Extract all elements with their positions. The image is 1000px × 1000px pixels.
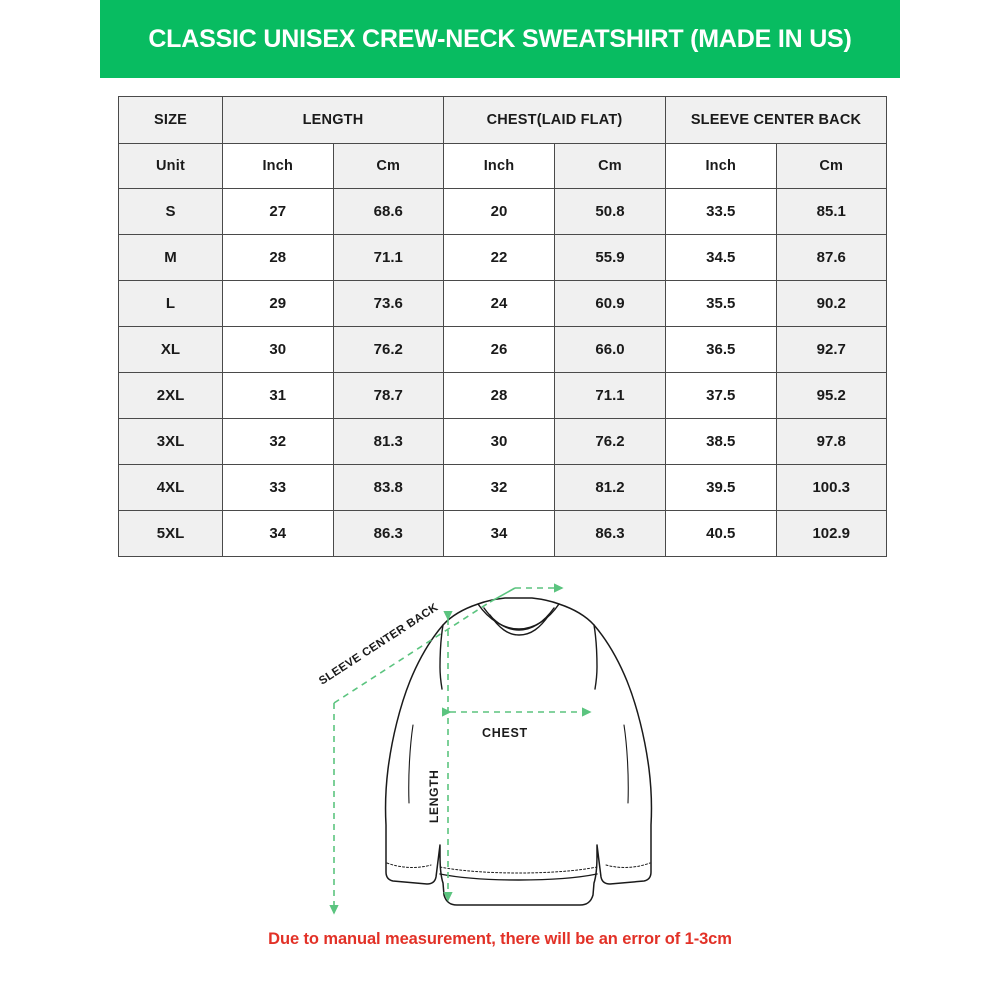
cell-sleeve-inch: 39.5 <box>665 464 777 511</box>
cell-length-inch: 30 <box>222 326 334 373</box>
cell-chest-cm: 86.3 <box>554 510 666 557</box>
cell-chest-cm: 66.0 <box>554 326 666 373</box>
cell-length-inch: 31 <box>222 372 334 419</box>
table-row: L 29 73.6 24 60.9 35.5 90.2 <box>118 280 887 327</box>
header-banner: CLASSIC UNISEX CREW-NECK SWEATSHIRT (MAD… <box>100 0 900 78</box>
cell-size: S <box>118 188 223 235</box>
table-row: S 27 68.6 20 50.8 33.5 85.1 <box>118 188 887 235</box>
cell-length-inch: 28 <box>222 234 334 281</box>
cell-size: 4XL <box>118 464 223 511</box>
column-header-sleeve-cm: Cm <box>775 143 887 189</box>
cell-chest-cm: 60.9 <box>554 280 666 327</box>
column-group-chest: CHEST(LAID FLAT) <box>443 96 666 144</box>
cell-size: 5XL <box>118 510 223 557</box>
cell-chest-cm: 81.2 <box>554 464 666 511</box>
table-row: 4XL 33 83.8 32 81.2 39.5 100.3 <box>118 464 887 511</box>
cell-sleeve-inch: 34.5 <box>665 234 777 281</box>
cell-length-inch: 33 <box>222 464 334 511</box>
cell-chest-cm: 50.8 <box>554 188 666 235</box>
column-group-size: SIZE <box>118 96 223 144</box>
cell-chest-cm: 55.9 <box>554 234 666 281</box>
table-body: S 27 68.6 20 50.8 33.5 85.1 M 28 71.1 22… <box>118 188 887 557</box>
table-row: 2XL 31 78.7 28 71.1 37.5 95.2 <box>118 372 887 419</box>
cell-sleeve-inch: 35.5 <box>665 280 777 327</box>
cell-chest-cm: 76.2 <box>554 418 666 465</box>
sleeve-diagonal-guide <box>333 601 491 704</box>
cell-sleeve-cm: 90.2 <box>775 280 887 327</box>
cell-sleeve-inch: 38.5 <box>665 418 777 465</box>
cell-length-cm: 73.6 <box>332 280 444 327</box>
cell-size: L <box>118 280 223 327</box>
column-header-sleeve-inch: Inch <box>665 143 777 189</box>
cell-length-cm: 71.1 <box>332 234 444 281</box>
cell-length-inch: 34 <box>222 510 334 557</box>
cell-length-inch: 27 <box>222 188 334 235</box>
cell-length-cm: 76.2 <box>332 326 444 373</box>
chest-label: CHEST <box>482 726 528 740</box>
cell-sleeve-cm: 87.6 <box>775 234 887 281</box>
size-chart-table-wrapper: SIZE LENGTH CHEST(LAID FLAT) SLEEVE CENT… <box>118 96 887 557</box>
cell-chest-inch: 28 <box>443 372 555 419</box>
size-chart-table: SIZE LENGTH CHEST(LAID FLAT) SLEEVE CENT… <box>118 96 887 557</box>
cell-length-cm: 86.3 <box>332 510 444 557</box>
cell-chest-inch: 34 <box>443 510 555 557</box>
cell-chest-inch: 24 <box>443 280 555 327</box>
cell-sleeve-inch: 33.5 <box>665 188 777 235</box>
cell-length-cm: 68.6 <box>332 188 444 235</box>
cell-sleeve-cm: 95.2 <box>775 372 887 419</box>
cell-sleeve-inch: 37.5 <box>665 372 777 419</box>
cell-size: 3XL <box>118 418 223 465</box>
cell-chest-inch: 32 <box>443 464 555 511</box>
cell-length-cm: 78.7 <box>332 372 444 419</box>
column-header-length-inch: Inch <box>222 143 334 189</box>
cell-size: M <box>118 234 223 281</box>
column-header-length-cm: Cm <box>332 143 444 189</box>
cell-sleeve-cm: 97.8 <box>775 418 887 465</box>
sweatshirt-outline <box>384 597 653 906</box>
column-header-chest-cm: Cm <box>554 143 666 189</box>
cell-chest-inch: 20 <box>443 188 555 235</box>
cell-chest-inch: 30 <box>443 418 555 465</box>
table-group-header-row: SIZE LENGTH CHEST(LAID FLAT) SLEEVE CENT… <box>118 96 887 144</box>
sleeve-top-arrow-line <box>489 587 516 603</box>
table-unit-header-row: Unit Inch Cm Inch Cm Inch Cm <box>118 143 887 189</box>
cell-size: 2XL <box>118 372 223 419</box>
table-row: 3XL 32 81.3 30 76.2 38.5 97.8 <box>118 418 887 465</box>
cell-sleeve-cm: 85.1 <box>775 188 887 235</box>
table-row: M 28 71.1 22 55.9 34.5 87.6 <box>118 234 887 281</box>
table-row: 5XL 34 86.3 34 86.3 40.5 102.9 <box>118 510 887 557</box>
column-header-unit: Unit <box>118 143 223 189</box>
cell-sleeve-inch: 36.5 <box>665 326 777 373</box>
column-group-sleeve: SLEEVE CENTER BACK <box>665 96 887 144</box>
cell-sleeve-cm: 92.7 <box>775 326 887 373</box>
length-label: LENGTH <box>427 769 441 823</box>
column-header-chest-inch: Inch <box>443 143 555 189</box>
column-group-length: LENGTH <box>222 96 444 144</box>
cell-chest-inch: 26 <box>443 326 555 373</box>
cell-sleeve-inch: 40.5 <box>665 510 777 557</box>
table-row: XL 30 76.2 26 66.0 36.5 92.7 <box>118 326 887 373</box>
cell-sleeve-cm: 102.9 <box>775 510 887 557</box>
page-title: CLASSIC UNISEX CREW-NECK SWEATSHIRT (MAD… <box>148 24 852 53</box>
cell-length-inch: 29 <box>222 280 334 327</box>
cell-sleeve-cm: 100.3 <box>775 464 887 511</box>
measurement-disclaimer: Due to manual measurement, there will be… <box>268 930 732 948</box>
cell-length-inch: 32 <box>222 418 334 465</box>
cell-size: XL <box>118 326 223 373</box>
cell-length-cm: 83.8 <box>332 464 444 511</box>
garment-measurement-diagram: SLEEVE CENTER BACK CHEST LENGTH <box>300 575 720 935</box>
cell-length-cm: 81.3 <box>332 418 444 465</box>
cell-chest-inch: 22 <box>443 234 555 281</box>
cell-chest-cm: 71.1 <box>554 372 666 419</box>
